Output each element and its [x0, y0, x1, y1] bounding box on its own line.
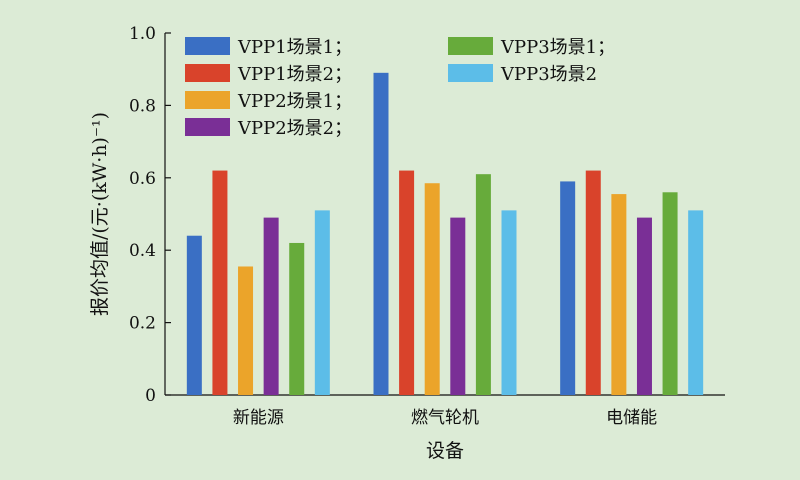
legend-label: VPP3场景2	[500, 64, 597, 85]
x-tick-label: 新能源	[233, 408, 284, 428]
x-tick-label: 电储能	[606, 408, 657, 428]
x-tick-label: 燃气轮机	[411, 408, 479, 428]
bar	[501, 210, 517, 395]
bar	[450, 217, 466, 395]
plot-area: 0 0.2 0.4 0.6 0.8 1.0 新能源 燃气轮机 电储能	[129, 24, 725, 428]
bar	[475, 174, 491, 395]
legend-label: VPP1场景2；	[237, 64, 352, 85]
legend: VPP1场景1； VPP1场景2； VPP2场景1； VPP2场景2； VPP3场景1；…	[185, 37, 615, 139]
legend-swatch	[185, 37, 230, 55]
y-tick-label: 0	[145, 386, 156, 406]
legend-label: VPP3场景1；	[500, 37, 615, 58]
y-tick-label: 0.6	[129, 169, 156, 189]
y-axis-ticks: 0 0.2 0.4 0.6 0.8 1.0	[129, 24, 171, 406]
bar	[662, 192, 678, 395]
bar	[688, 210, 704, 395]
legend-swatch	[448, 64, 493, 82]
bar	[373, 72, 389, 395]
legend-label: VPP2场景2；	[237, 118, 352, 139]
bar	[636, 217, 652, 395]
y-tick-label: 0.2	[129, 314, 156, 334]
legend-swatch	[185, 91, 230, 109]
bar	[212, 170, 228, 395]
legend-label: VPP1场景1；	[237, 37, 352, 58]
y-tick-label: 1.0	[129, 24, 156, 44]
y-tick-label: 0.4	[129, 241, 156, 261]
bar	[399, 170, 415, 395]
y-tick-label: 0.8	[129, 96, 156, 116]
bars	[186, 72, 704, 395]
bar	[314, 210, 330, 395]
bar	[585, 170, 601, 395]
x-axis-title: 设备	[426, 440, 464, 462]
legend-swatch	[185, 118, 230, 136]
bar	[611, 194, 627, 395]
legend-swatch	[448, 37, 493, 55]
bar	[424, 183, 440, 395]
legend-label: VPP2场景1；	[237, 91, 352, 112]
x-axis-ticks: 新能源 燃气轮机 电储能	[233, 408, 657, 428]
legend-swatch	[185, 64, 230, 82]
bar	[238, 266, 254, 395]
bar	[263, 217, 279, 395]
bar	[186, 235, 202, 395]
bar	[289, 242, 305, 395]
y-axis-title: 报价均值/(元·(kW·h)⁻¹)	[89, 112, 111, 316]
bar	[560, 181, 576, 395]
